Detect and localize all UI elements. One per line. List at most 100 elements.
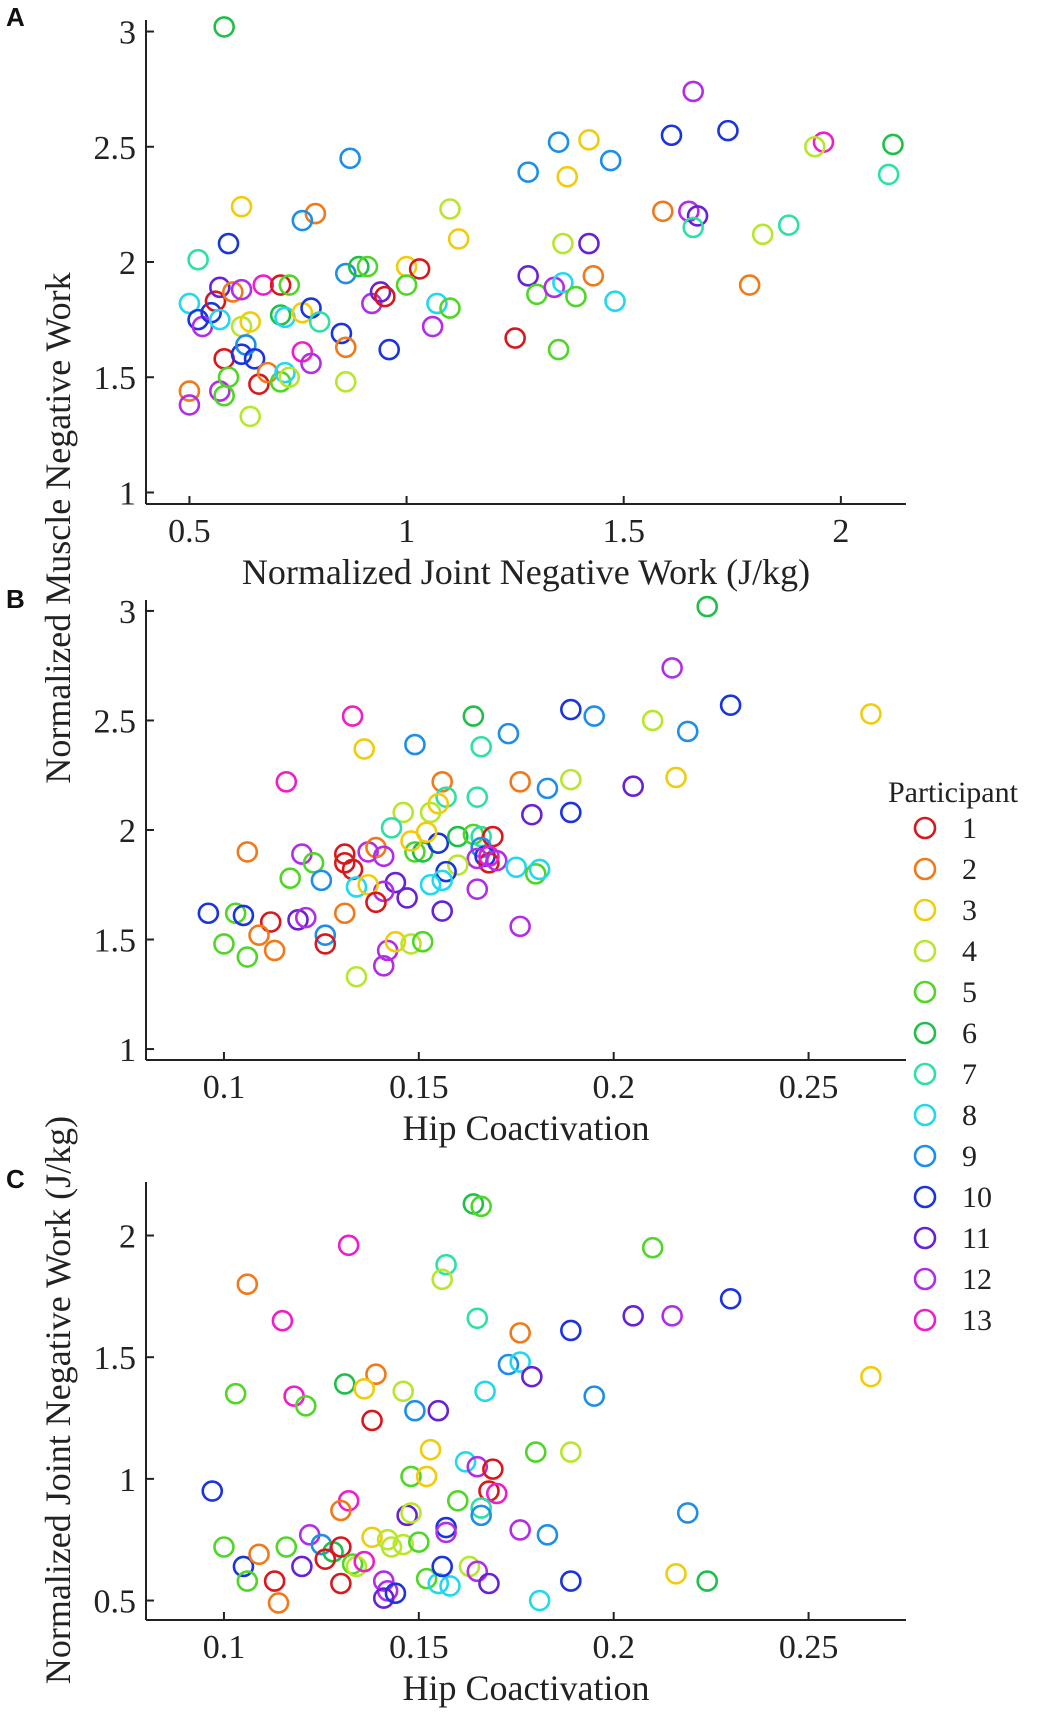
data-point xyxy=(676,1502,699,1524)
data-point xyxy=(560,1441,582,1463)
data-point xyxy=(504,327,526,349)
data-point xyxy=(337,1234,360,1257)
data-point xyxy=(877,163,900,186)
data-point xyxy=(396,887,418,909)
legend-label: 5 xyxy=(962,976,977,1009)
x-tick-label: 0.25 xyxy=(779,1629,839,1666)
data-point xyxy=(560,1319,582,1342)
data-point xyxy=(384,930,407,953)
data-point xyxy=(470,1497,492,1519)
panel-b: 1 1.5 2 2.5 3 0.1 0.15 0.2 0.25 Hip Coactivation xyxy=(94,594,906,1148)
data-point xyxy=(560,698,582,721)
data-point xyxy=(271,1309,294,1332)
data-point xyxy=(466,1307,489,1330)
legend-title: Participant xyxy=(888,776,1019,809)
data-point xyxy=(213,384,235,407)
data-point xyxy=(365,891,387,914)
data-point xyxy=(431,869,454,892)
data-point xyxy=(197,902,220,925)
data-point xyxy=(641,1236,664,1259)
data-point xyxy=(665,1562,687,1585)
data-point xyxy=(439,198,461,220)
data-point xyxy=(330,1572,352,1595)
data-point xyxy=(384,1582,407,1605)
data-point xyxy=(392,1533,415,1556)
data-point xyxy=(528,1589,551,1612)
data-point xyxy=(404,733,426,756)
x-tick-label: 0.15 xyxy=(389,1629,449,1666)
data-point xyxy=(719,1288,742,1310)
data-point xyxy=(696,595,719,618)
data-point xyxy=(660,124,683,147)
data-point xyxy=(421,315,444,338)
data-point xyxy=(330,322,353,345)
data-point xyxy=(435,1253,457,1276)
x-tick-label: 0.15 xyxy=(389,1069,449,1106)
data-point xyxy=(217,232,240,255)
data-point xyxy=(719,694,742,716)
legend-label: 10 xyxy=(962,1181,992,1214)
data-point xyxy=(294,1395,317,1417)
data-point xyxy=(622,1305,644,1327)
data-point xyxy=(239,405,262,428)
data-point xyxy=(178,380,201,402)
legend-marker xyxy=(913,1267,937,1291)
data-point xyxy=(803,135,826,158)
legend-marker xyxy=(913,1062,937,1086)
data-point xyxy=(187,248,209,271)
data-point xyxy=(334,371,357,393)
data-point xyxy=(446,825,469,848)
data-point xyxy=(236,1570,259,1592)
data-point xyxy=(661,1305,683,1327)
data-point xyxy=(411,930,434,953)
legend-marker xyxy=(913,939,937,963)
data-point xyxy=(860,703,882,725)
data-point xyxy=(243,347,266,370)
data-point xyxy=(517,265,539,287)
data-point xyxy=(353,738,376,760)
y-tick-label: 0.5 xyxy=(94,1584,137,1621)
data-point xyxy=(427,832,450,854)
panel-letter-c: C xyxy=(6,1164,25,1194)
data-point xyxy=(435,1521,457,1544)
data-point xyxy=(356,255,379,278)
data-point xyxy=(314,924,337,946)
data-point xyxy=(582,265,605,287)
data-point xyxy=(248,1543,270,1566)
data-point xyxy=(278,274,301,296)
data-point xyxy=(209,276,231,299)
data-point xyxy=(552,271,574,294)
data-point xyxy=(372,1570,395,1592)
x-axis-title: Hip Coactivation xyxy=(403,1108,650,1148)
data-point xyxy=(578,129,600,151)
data-point xyxy=(395,255,418,278)
data-point xyxy=(599,149,622,172)
data-point xyxy=(505,856,528,879)
data-point xyxy=(565,285,587,308)
data-point xyxy=(374,285,396,308)
data-point xyxy=(466,878,489,900)
data-point xyxy=(524,863,547,885)
data-point xyxy=(310,869,333,892)
panel-letter-a: A xyxy=(6,2,25,32)
x-tick-label: 0.2 xyxy=(592,1069,635,1106)
data-point xyxy=(372,845,395,868)
data-point xyxy=(536,777,559,800)
data-point xyxy=(347,255,370,278)
data-point xyxy=(230,195,253,218)
data-point xyxy=(415,1567,438,1590)
data-point xyxy=(466,847,489,870)
shared-y-axis-title: Normalized Muscle Negative Work xyxy=(38,272,78,783)
data-point xyxy=(345,876,368,898)
data-point xyxy=(267,1592,290,1614)
data-point xyxy=(419,873,442,896)
data-point xyxy=(485,1482,508,1505)
legend-marker xyxy=(913,1021,937,1045)
data-point xyxy=(222,281,244,303)
data-point xyxy=(717,119,739,142)
data-point xyxy=(275,771,298,793)
data-point xyxy=(528,858,551,881)
data-point xyxy=(447,228,470,250)
data-point xyxy=(400,933,422,955)
data-point xyxy=(178,394,201,416)
